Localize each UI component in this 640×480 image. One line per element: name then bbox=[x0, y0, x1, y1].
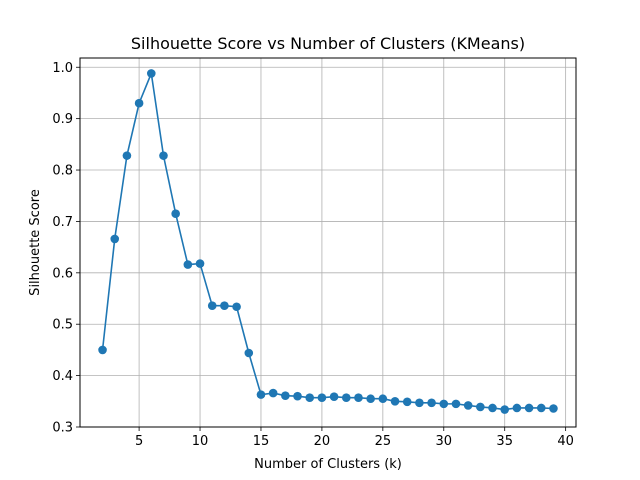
data-point bbox=[512, 403, 522, 413]
data-point bbox=[366, 394, 375, 404]
y-axis-ticks: 0.3 0.4 0.5 0.6 0.7 0.8 0.9 1.0 bbox=[52, 61, 80, 436]
x-tick-label: 5 bbox=[135, 434, 143, 449]
data-point bbox=[256, 390, 266, 399]
x-tick-label: 30 bbox=[436, 434, 453, 449]
y-tick-label: 0.7 bbox=[52, 215, 73, 230]
y-tick-label: 0.5 bbox=[52, 318, 73, 333]
series-line bbox=[98, 69, 558, 414]
x-tick-label: 35 bbox=[496, 434, 513, 449]
data-point bbox=[390, 397, 400, 406]
data-point bbox=[305, 393, 315, 403]
data-point bbox=[427, 398, 436, 408]
data-point bbox=[232, 302, 241, 312]
y-tick-label: 0.6 bbox=[52, 266, 73, 281]
series-polyline bbox=[101, 70, 554, 411]
data-point bbox=[402, 397, 412, 407]
y-tick-label: 0.9 bbox=[52, 112, 73, 127]
x-tick-label: 15 bbox=[253, 434, 270, 449]
x-tick-label: 25 bbox=[375, 434, 392, 449]
data-point bbox=[463, 401, 473, 410]
y-tick-label: 0.8 bbox=[52, 164, 73, 179]
data-point bbox=[281, 391, 290, 400]
data-point bbox=[293, 391, 302, 401]
y-tick-label: 0.4 bbox=[52, 369, 73, 384]
data-point bbox=[159, 151, 168, 160]
data-point bbox=[536, 403, 546, 413]
data-point bbox=[341, 393, 351, 403]
x-tick-label: 10 bbox=[192, 434, 209, 449]
data-point bbox=[549, 404, 558, 413]
data-point bbox=[524, 403, 534, 413]
data-point bbox=[244, 348, 254, 358]
x-tick-label: 20 bbox=[314, 434, 331, 449]
data-point bbox=[500, 405, 510, 414]
x-axis-ticks: 5 10 15 20 25 30 35 40 bbox=[135, 427, 574, 449]
y-tick-label: 1.0 bbox=[52, 61, 73, 76]
data-point bbox=[183, 260, 193, 269]
data-point bbox=[122, 151, 132, 160]
data-point bbox=[98, 345, 107, 355]
data-point bbox=[415, 398, 424, 408]
data-point bbox=[220, 301, 229, 311]
data-point bbox=[439, 399, 449, 409]
x-tick-label: 40 bbox=[557, 434, 574, 449]
data-point bbox=[146, 69, 156, 78]
gridlines bbox=[80, 58, 576, 428]
data-point bbox=[110, 234, 120, 244]
data-point bbox=[354, 393, 363, 403]
plot-frame bbox=[79, 57, 577, 428]
data-point bbox=[378, 394, 388, 404]
data-point bbox=[268, 388, 278, 398]
data-point bbox=[195, 259, 205, 268]
data-point bbox=[476, 402, 485, 412]
x-axis-label: Number of Clusters (k) bbox=[254, 457, 402, 472]
chart-title: Silhouette Score vs Number of Clusters (… bbox=[131, 34, 525, 53]
data-point bbox=[329, 392, 339, 401]
data-point bbox=[488, 403, 497, 413]
data-point bbox=[134, 98, 144, 108]
y-tick-label: 0.3 bbox=[52, 421, 73, 436]
data-point bbox=[317, 393, 327, 403]
y-axis-label: Silhouette Score bbox=[28, 189, 43, 296]
data-point bbox=[171, 209, 180, 219]
data-point bbox=[451, 399, 461, 409]
data-point bbox=[207, 301, 217, 311]
